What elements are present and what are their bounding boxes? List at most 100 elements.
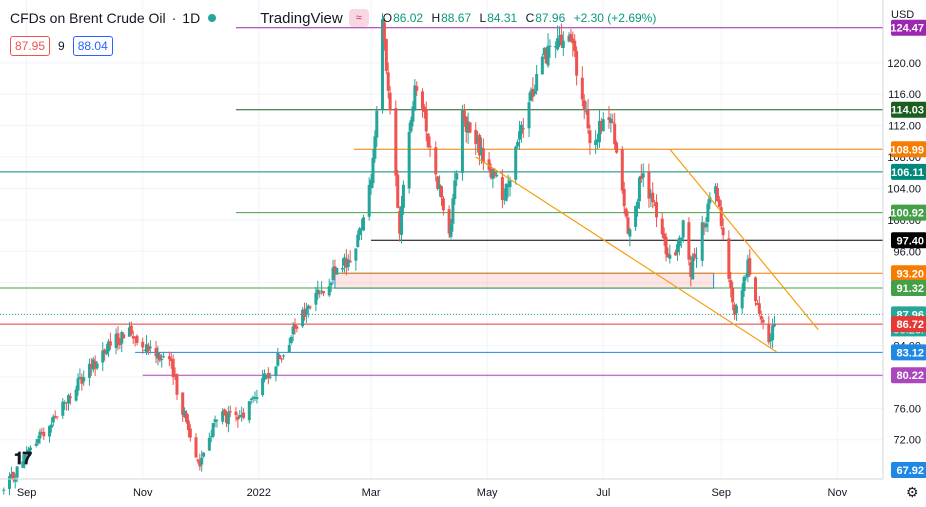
candle-body — [133, 337, 137, 339]
level-tag-label: 83.12 — [896, 347, 924, 359]
title-separator: · — [171, 10, 177, 26]
candle-body — [131, 336, 135, 339]
candle-body — [615, 142, 619, 153]
candle-body — [506, 185, 510, 187]
candle-body — [455, 173, 459, 180]
candle-body — [211, 423, 215, 437]
candle-body — [344, 258, 348, 268]
level-tag-label: 100.92 — [890, 208, 924, 220]
market-open-dot-icon — [208, 14, 217, 22]
candle-body — [289, 336, 293, 344]
candle-body — [145, 344, 149, 353]
candle-body — [727, 238, 731, 279]
candle-body — [748, 258, 752, 275]
candle-body — [261, 378, 265, 396]
candle-body — [687, 222, 691, 260]
candle-body — [601, 119, 605, 132]
candle-body — [213, 419, 217, 423]
candle-body — [542, 48, 546, 56]
candle-body — [308, 306, 312, 308]
indicator-wave-icon[interactable]: ≈ — [348, 9, 369, 27]
candle-body — [280, 358, 284, 360]
candle-body — [181, 392, 185, 415]
candle-body — [719, 207, 723, 226]
trade-row: 87.95 9 88.04 — [10, 36, 113, 56]
ohlc-readout: O86.02 H88.67 L84.31 C87.96 +2.30 (+2.69… — [383, 11, 662, 25]
sell-price-button[interactable]: 87.95 — [10, 36, 51, 56]
candle-body — [702, 223, 706, 228]
level-tag-label: 91.32 — [896, 283, 924, 295]
candle-body — [11, 471, 15, 480]
candle-body — [302, 309, 306, 317]
open-value: 86.02 — [393, 11, 424, 25]
open-key: O — [382, 11, 393, 25]
level-tag-label: 97.40 — [896, 235, 924, 247]
candle-body — [143, 349, 147, 351]
candle-body — [82, 377, 86, 382]
candle-body — [767, 323, 771, 343]
candle-body — [247, 401, 251, 421]
level-tag-label: 80.22 — [896, 370, 924, 382]
currency-selector[interactable]: USD — [891, 9, 915, 21]
candle-body — [428, 146, 432, 148]
candle-body — [531, 88, 535, 97]
x-tick-label: Sep — [711, 487, 731, 499]
candle-body — [341, 268, 345, 270]
candle-body — [588, 130, 592, 144]
x-tick-label: Sep — [17, 487, 37, 499]
level-tag-box — [891, 462, 926, 478]
candle-body — [613, 123, 617, 145]
candle-body — [573, 40, 577, 52]
candle-body — [596, 139, 600, 142]
interval-label[interactable]: 1D — [182, 10, 201, 26]
candle-body — [224, 413, 228, 423]
y-tick-label: 76.00 — [893, 403, 921, 415]
symbol-title[interactable]: CFDs on Brent Crude Oil — [10, 10, 166, 26]
candle-body — [771, 325, 775, 341]
candle-body — [253, 397, 257, 399]
candle-body — [23, 454, 27, 464]
candle-body — [198, 461, 202, 467]
candle-body — [93, 361, 97, 369]
support-zone — [334, 272, 715, 289]
candle-body — [636, 201, 640, 209]
candle-body — [487, 159, 491, 170]
candle-body — [106, 341, 110, 352]
candle-body — [660, 218, 664, 235]
candle-body — [729, 280, 733, 288]
spread-value: 9 — [58, 39, 65, 53]
candle-body — [491, 169, 495, 179]
close-key: C — [525, 11, 535, 25]
candle-body — [757, 303, 761, 314]
candle-body — [278, 355, 282, 359]
candle-body — [556, 38, 560, 50]
y-tick-label: 72.00 — [893, 435, 921, 447]
candle-body — [721, 227, 725, 236]
settings-gear-icon[interactable]: ⚙ — [906, 484, 919, 500]
candle-body — [186, 420, 190, 431]
candle-body — [449, 223, 453, 237]
candle-body — [434, 147, 438, 175]
candle-body — [500, 177, 504, 201]
buy-price-button[interactable]: 88.04 — [72, 36, 113, 56]
candle-body — [367, 184, 371, 217]
candle-body — [61, 401, 65, 416]
candle-body — [582, 100, 586, 111]
candle-body — [274, 366, 278, 377]
candle-body — [356, 234, 360, 247]
x-tick-label: Jul — [596, 487, 610, 499]
candle-body — [453, 180, 457, 200]
x-tick-label: Nov — [828, 487, 848, 499]
candle-body — [599, 121, 603, 131]
candles — [2, 13, 777, 496]
candle-body — [518, 131, 522, 140]
candle-body — [502, 198, 506, 200]
candle-body — [348, 260, 352, 263]
candle-body — [700, 222, 704, 261]
tradingview-logo[interactable]: 𝟏𝟕 — [14, 449, 32, 468]
candle-body — [426, 133, 430, 148]
candle-body — [514, 146, 518, 180]
candle-body — [535, 73, 539, 91]
candle-body — [639, 175, 643, 180]
